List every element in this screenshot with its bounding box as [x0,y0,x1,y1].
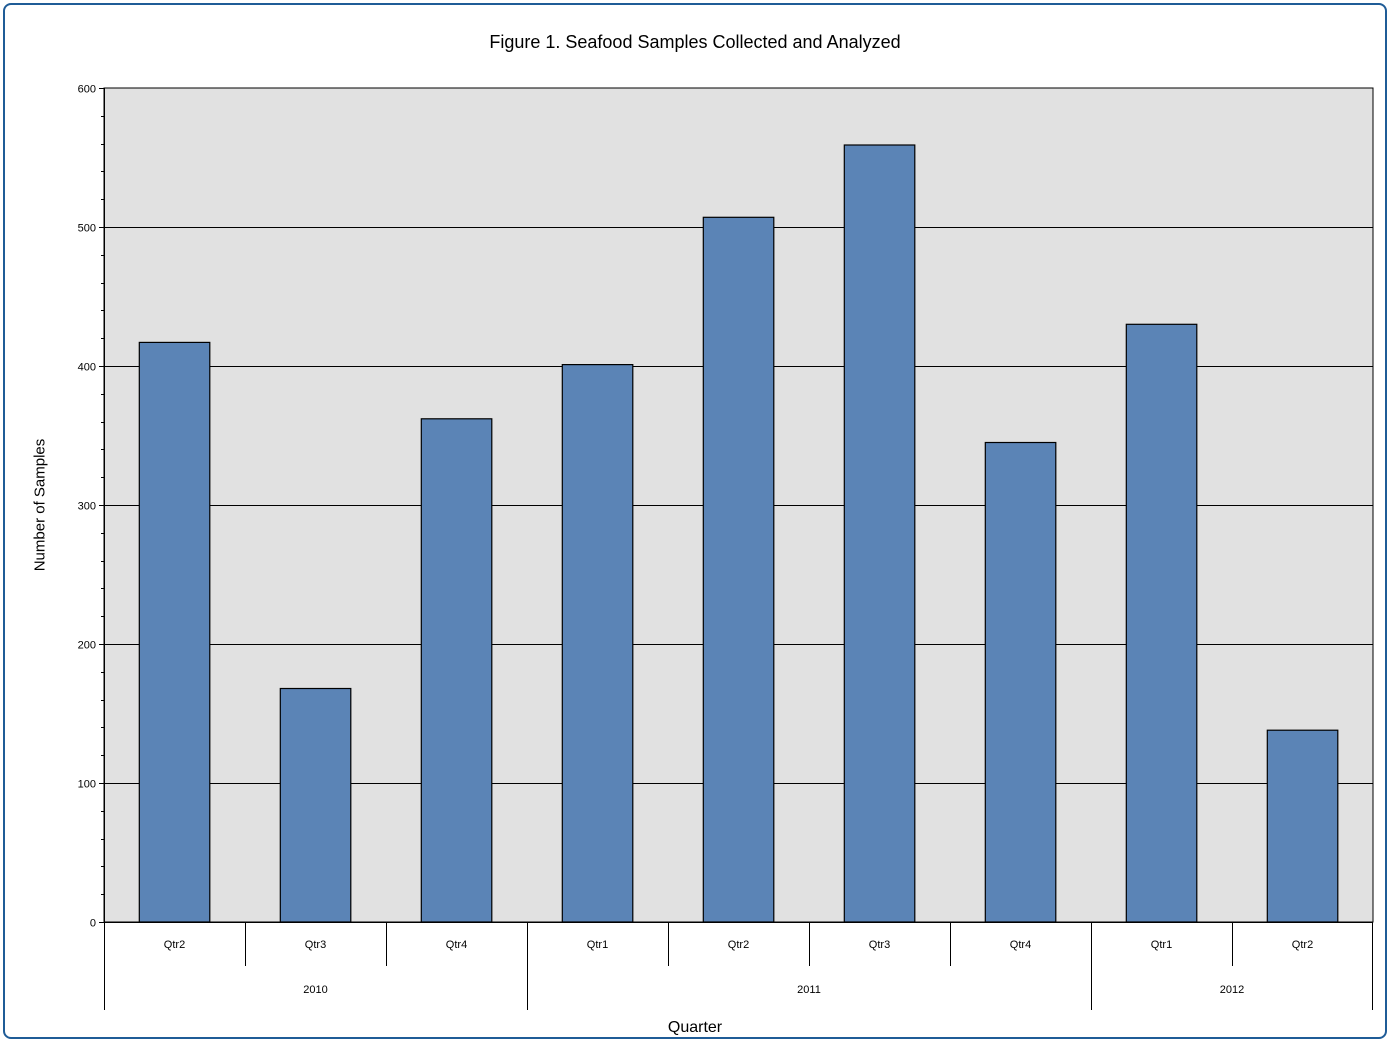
y-tick-label: 600 [78,84,96,96]
axes [99,88,1373,1010]
bar-3 [420,418,493,923]
x-category-label: Qtr4 [1010,939,1031,951]
y-tick-label: 100 [78,779,96,791]
y-tick-label: 200 [78,640,96,652]
x-group-label: 2010 [303,984,327,996]
x-category-label: Qtr1 [587,939,608,951]
bar-4 [561,364,634,923]
x-category-label: Qtr3 [305,939,326,951]
bars [138,144,1339,923]
bar-2 [279,687,352,923]
x-category-label: Qtr2 [728,939,749,951]
tick-labels: 0 100 200 300 400 500 600 Qtr2 Qtr3 Qtr4 Qtr1 Qtr2 Q… [78,84,1314,997]
bar-9 [1266,729,1339,923]
y-tick-label: 500 [78,223,96,235]
x-category-label: Qtr2 [1292,939,1313,951]
x-category-label: Qtr2 [164,939,185,951]
y-tick-label: 300 [78,501,96,513]
bar-5 [702,216,775,923]
x-group-label: 2012 [1220,984,1244,996]
x-category-label: Qtr4 [446,939,467,951]
x-group-label: 2011 [797,984,821,996]
x-category-label: Qtr1 [1151,939,1172,951]
x-category-label: Qtr3 [869,939,890,951]
y-tick-label: 0 [90,918,96,930]
bar-1 [138,341,211,923]
chart-title: Figure 1. Seafood Samples Collected and … [489,32,901,52]
bar-6 [843,144,916,923]
bar-8 [1125,323,1198,923]
bar-7 [984,441,1057,923]
y-tick-label: 400 [78,362,96,374]
